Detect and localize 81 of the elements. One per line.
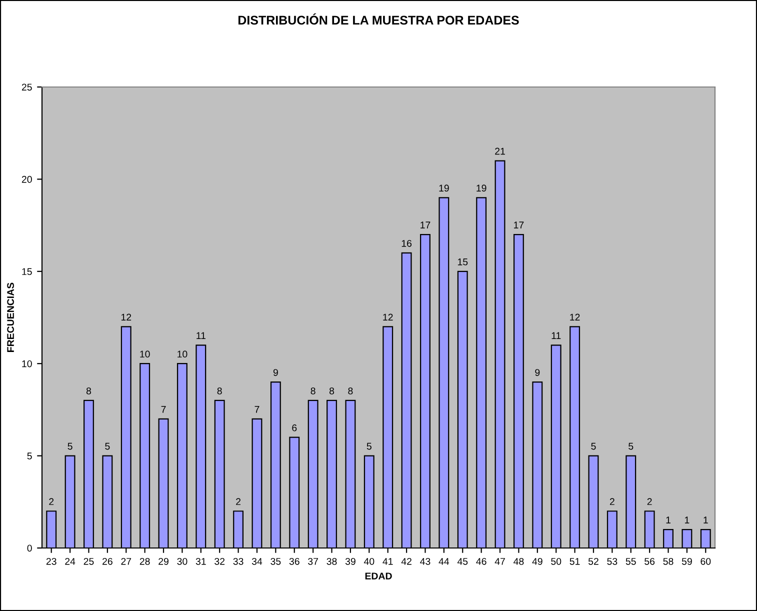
data-label: 6 <box>292 424 297 432</box>
data-label: 5 <box>628 442 634 450</box>
data-label: 9 <box>535 369 540 376</box>
x-tick-label: 36 <box>289 558 300 565</box>
data-label: 1 <box>666 516 670 524</box>
data-label: 21 <box>495 148 505 155</box>
data-label: 2 <box>647 498 652 505</box>
data-label: 8 <box>217 388 222 394</box>
data-label: 11 <box>552 332 561 339</box>
data-label: 2 <box>236 498 241 505</box>
x-tick-label: 39 <box>345 558 356 565</box>
x-tick-label: 45 <box>457 558 468 565</box>
data-label: 15 <box>458 258 468 266</box>
data-label: 19 <box>439 184 449 192</box>
data-label: 2 <box>49 498 54 505</box>
y-tick-label: 5 <box>27 452 32 460</box>
chart-title: DISTRIBUCIÓN DE LA MUESTRA POR EDADES <box>238 13 519 25</box>
y-axis-title: FRECUENCIAS <box>7 282 14 352</box>
x-tick-label: 23 <box>46 558 56 565</box>
x-tick-label: 26 <box>102 558 112 565</box>
x-tick-label: 31 <box>196 558 206 565</box>
x-tick-label: 43 <box>420 558 430 565</box>
x-tick-label: 27 <box>121 558 132 565</box>
x-tick-label: 42 <box>401 558 412 565</box>
x-tick-label: 25 <box>84 558 94 565</box>
data-label: 12 <box>570 314 580 321</box>
data-label: 12 <box>121 314 132 321</box>
data-label: 5 <box>366 442 372 450</box>
y-tick-label: 10 <box>22 360 32 368</box>
x-tick-label: 35 <box>270 558 281 565</box>
x-tick-label: 55 <box>626 558 636 565</box>
data-label: 19 <box>476 184 486 192</box>
data-label: 5 <box>105 442 110 450</box>
data-label: 17 <box>514 222 524 228</box>
x-tick-label: 32 <box>214 558 225 565</box>
x-tick-label: 29 <box>158 558 168 565</box>
x-tick-label: 24 <box>65 558 76 565</box>
data-label: 8 <box>329 388 334 394</box>
x-tick-label: 37 <box>308 558 318 565</box>
y-tick-label: 25 <box>22 84 32 91</box>
data-label: 8 <box>310 388 316 394</box>
data-label: 16 <box>402 240 412 247</box>
x-tick-label: 56 <box>644 558 655 565</box>
x-axis-title: EDAD <box>365 572 392 580</box>
x-tick-label: 41 <box>382 558 393 565</box>
data-label: 5 <box>68 442 72 450</box>
x-tick-label: 38 <box>326 558 337 565</box>
x-tick-label: 52 <box>588 558 598 565</box>
y-tick-label: 15 <box>22 268 32 276</box>
data-label: 17 <box>420 222 430 228</box>
y-tick-label: 0 <box>27 544 32 552</box>
x-tick-label: 46 <box>476 558 486 565</box>
data-label: 9 <box>273 369 278 376</box>
data-label: 1 <box>684 516 690 524</box>
x-tick-label: 59 <box>682 558 692 565</box>
data-label: 12 <box>383 314 393 321</box>
data-label: 8 <box>86 388 92 394</box>
data-label: 5 <box>591 442 596 450</box>
data-label: 7 <box>254 406 260 413</box>
x-tick-label: 50 <box>551 558 562 565</box>
x-tick-label: 33 <box>233 558 244 565</box>
x-tick-label: 40 <box>364 558 374 565</box>
x-tick-label: 47 <box>494 558 505 565</box>
x-tick-label: 58 <box>663 558 674 565</box>
x-tick-label: 34 <box>252 558 262 565</box>
data-label: 10 <box>140 350 150 358</box>
y-tick-label: 20 <box>22 176 32 183</box>
x-tick-label: 44 <box>438 558 450 565</box>
data-label: 1 <box>704 516 708 524</box>
x-tick-label: 28 <box>140 558 150 565</box>
x-tick-label: 48 <box>514 558 524 565</box>
data-label: 2 <box>610 498 614 505</box>
data-label: 8 <box>348 388 353 394</box>
x-tick-label: 30 <box>177 558 188 565</box>
data-label: 11 <box>196 332 206 339</box>
x-tick-label: 49 <box>532 558 542 565</box>
data-label: 10 <box>178 350 188 358</box>
x-tick-label: 53 <box>607 558 618 565</box>
x-tick-label: 60 <box>700 558 711 565</box>
x-tick-label: 51 <box>570 558 580 565</box>
data-label: 7 <box>161 406 166 413</box>
